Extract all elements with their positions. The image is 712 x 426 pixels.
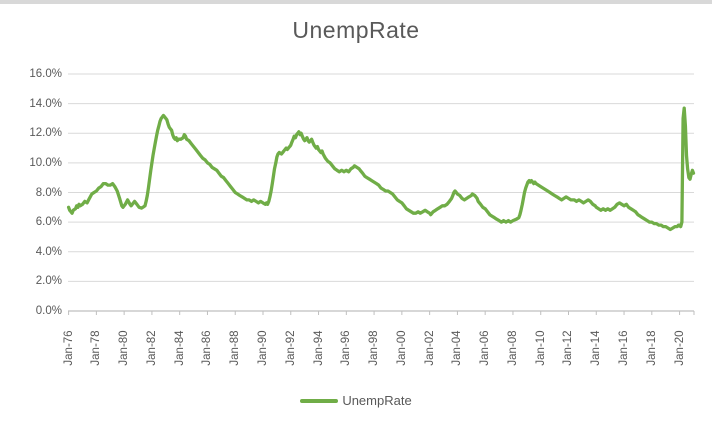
y-tick-label: 14.0% [29,97,62,110]
x-tick-label: Jan-08 [506,330,519,366]
x-tick-label: Jan-94 [312,330,325,366]
x-tick-label: Jan-82 [145,330,158,366]
y-tick-label: 8.0% [35,186,62,199]
x-tick-label: Jan-98 [368,330,381,366]
x-tick-label: Jan-20 [673,330,686,366]
x-tick-label: Jan-02 [423,330,436,366]
window-top-border [0,0,712,4]
x-tick-label: Jan-84 [173,330,186,366]
x-tick-label: Jan-06 [479,330,492,366]
x-tick-label: Jan-86 [201,330,214,366]
x-tick-label: Jan-00 [395,330,408,366]
x-tick-label: Jan-10 [534,330,547,366]
x-tick-label: Jan-14 [590,330,603,366]
y-tick-label: 0.0% [35,305,62,317]
series-line-UnempRate [66,106,696,232]
x-tick-label: Jan-78 [90,330,103,366]
x-tick-label: Jan-76 [62,330,75,366]
x-tick-label: Jan-90 [257,330,269,366]
x-tick-label: Jan-92 [284,330,297,366]
x-tick-label: Jan-96 [340,330,353,366]
x-tick-label: Jan-12 [562,330,575,366]
y-tick-label: 16.0% [29,68,62,80]
legend-label: UnempRate [342,393,412,408]
x-tick-label: Jan-80 [118,330,131,366]
y-tick-label: 4.0% [35,245,62,258]
y-tick-label: 12.0% [29,127,62,140]
x-tick-label: Jan-88 [229,330,242,366]
y-tick-label: 2.0% [35,275,62,288]
y-tick-label: 6.0% [35,216,62,229]
legend-line-swatch-icon [300,398,339,404]
chart-title: UnempRate [292,17,420,43]
legend: UnempRate [0,392,712,410]
x-tick-label: Jan-04 [451,330,464,366]
x-tick-label: Jan-18 [645,330,658,366]
x-tick-label: Jan-16 [618,330,631,366]
y-tick-label: 10.0% [29,156,62,169]
